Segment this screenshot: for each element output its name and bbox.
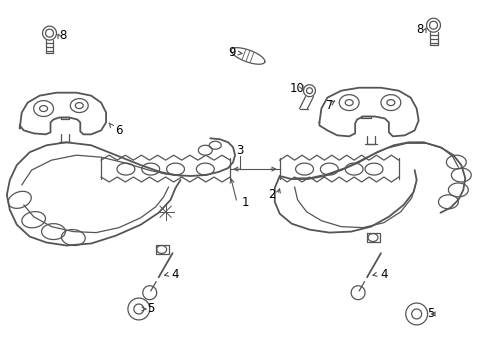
Text: 9: 9: [228, 46, 236, 59]
Text: 4: 4: [380, 268, 388, 281]
Text: 10: 10: [290, 82, 305, 95]
Text: 8: 8: [416, 23, 423, 36]
Text: 8: 8: [60, 29, 67, 42]
Text: 3: 3: [236, 144, 244, 157]
Text: 6: 6: [115, 124, 122, 137]
Text: 2: 2: [268, 188, 275, 201]
Text: 4: 4: [172, 268, 179, 281]
Text: 5: 5: [147, 302, 154, 315]
Text: 1: 1: [241, 196, 249, 209]
Text: 5: 5: [427, 307, 434, 320]
Text: 7: 7: [325, 99, 333, 112]
